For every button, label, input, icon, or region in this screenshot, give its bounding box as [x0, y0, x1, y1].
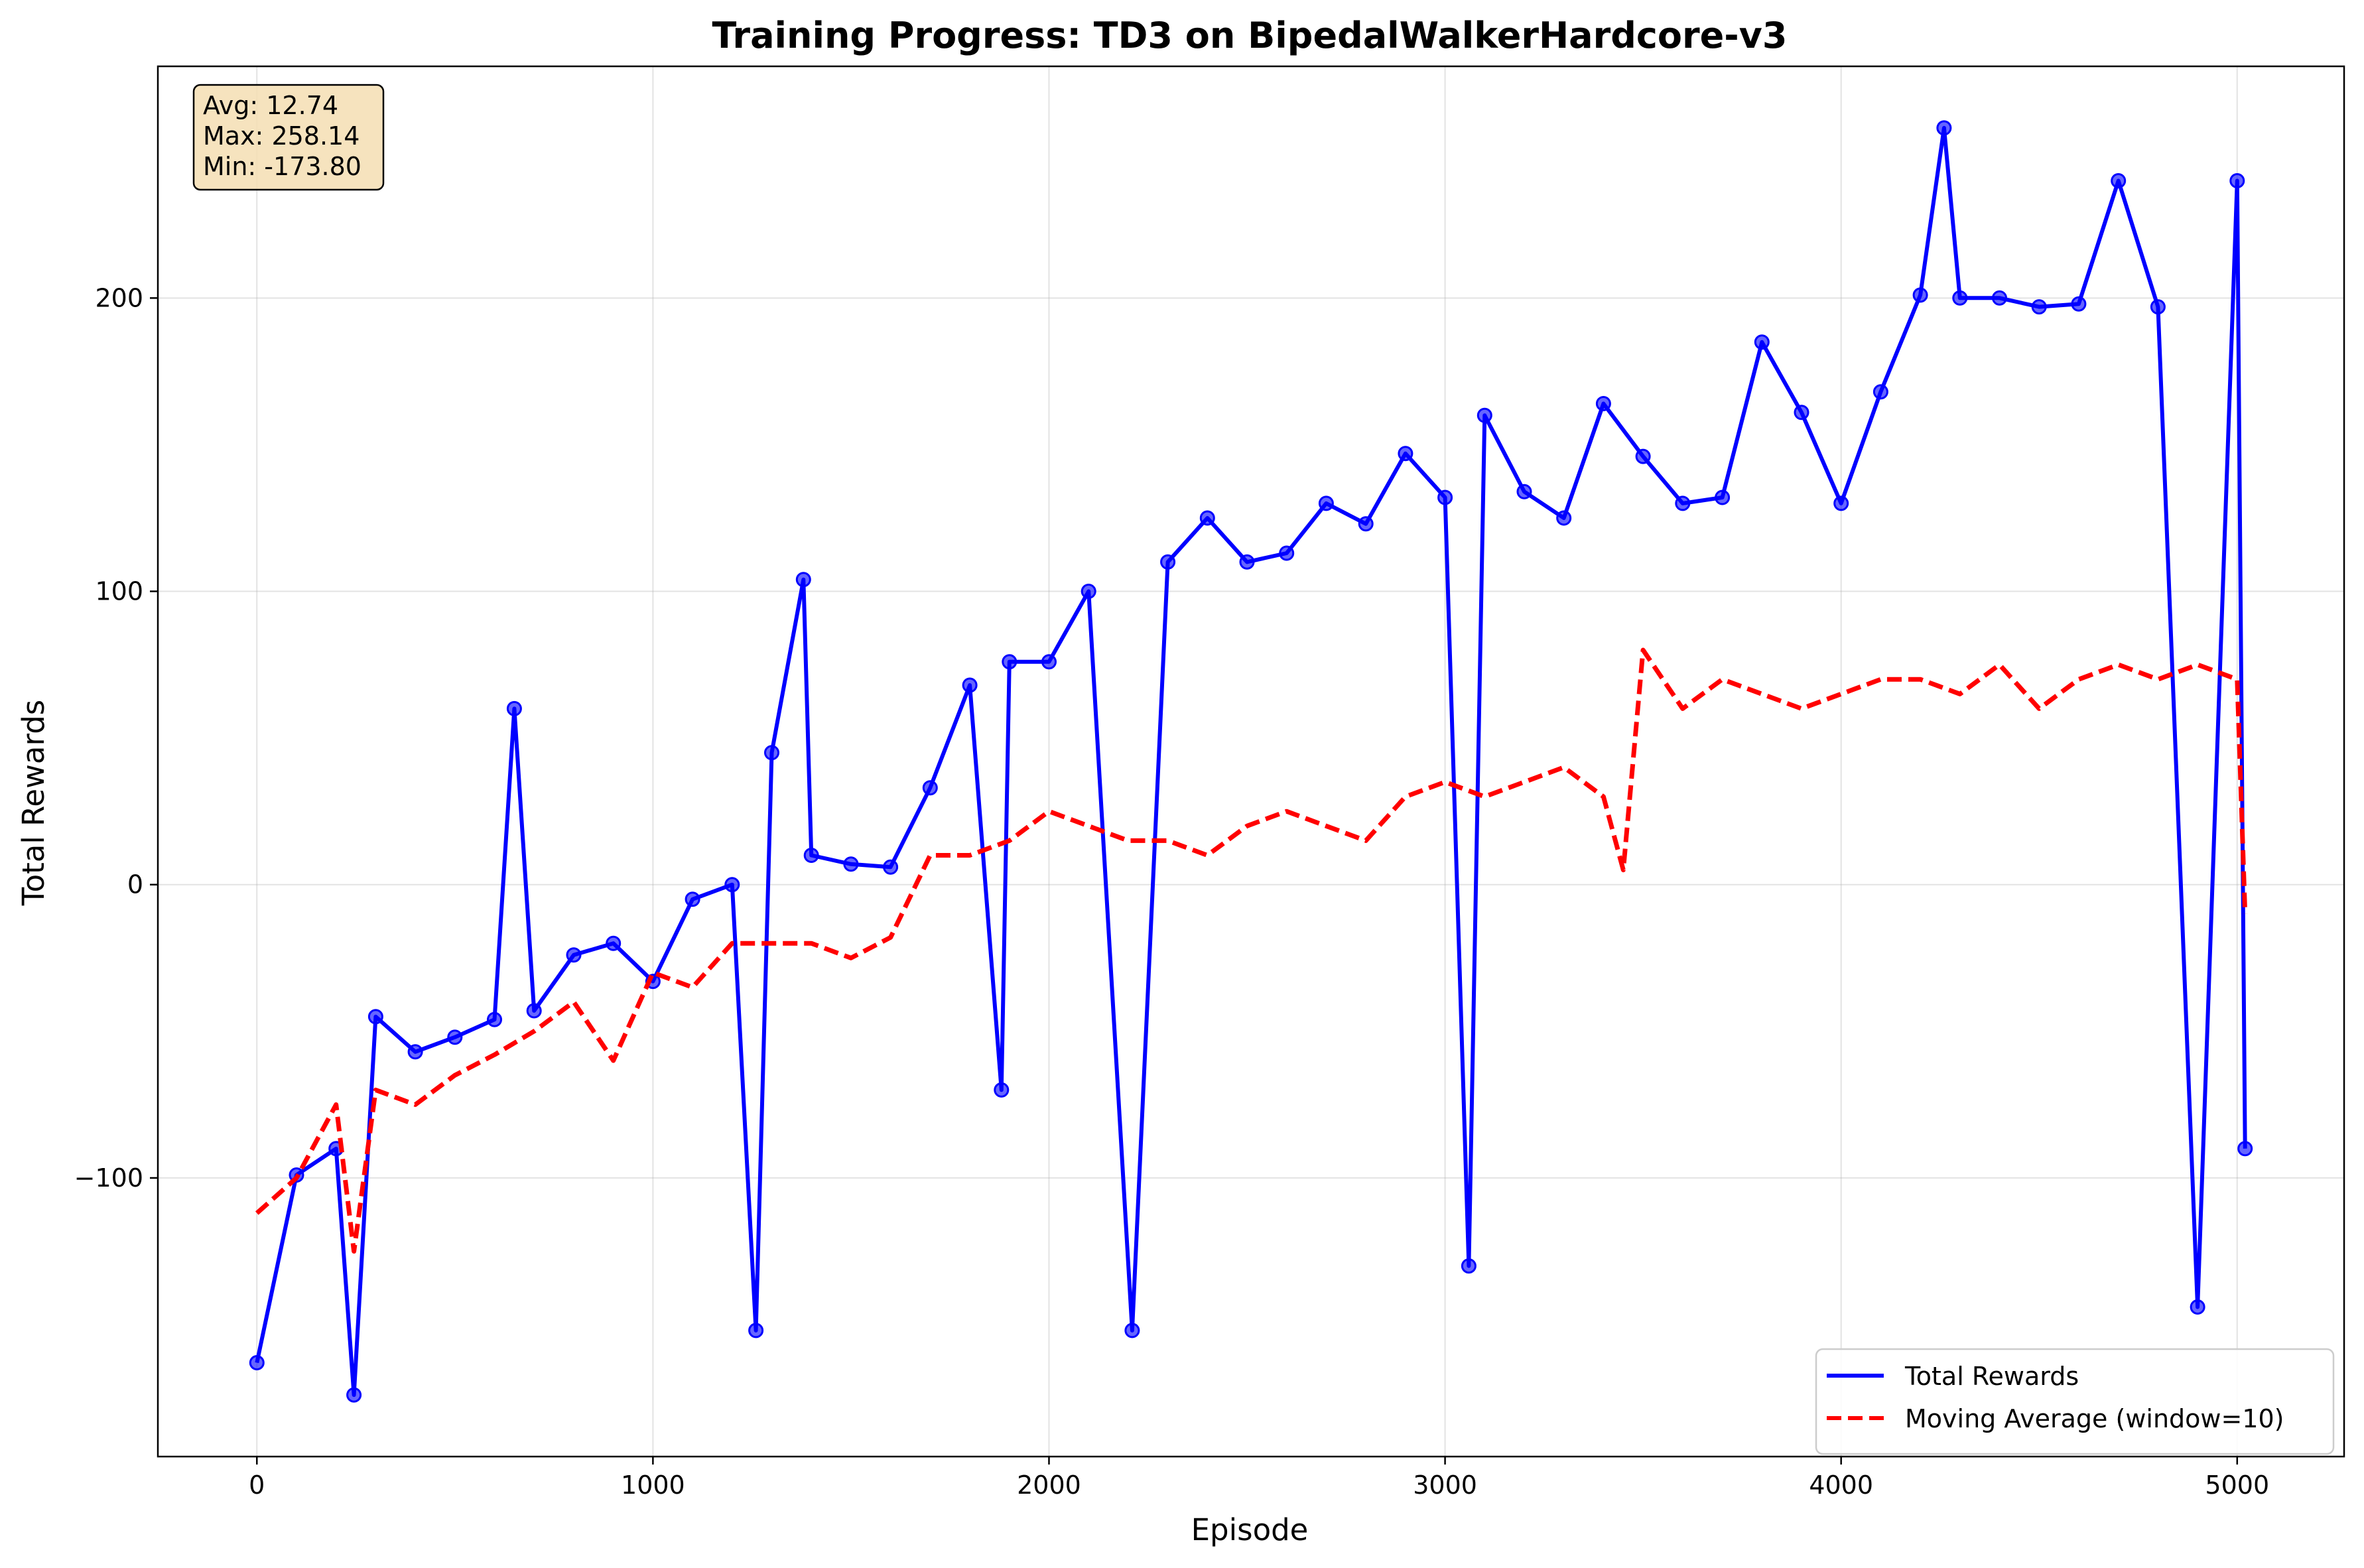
data-point [2150, 299, 2166, 315]
data-point [2190, 1299, 2205, 1315]
data-point [1912, 287, 1928, 303]
data-point [1516, 484, 1532, 499]
data-point [1936, 120, 1952, 136]
data-point [2031, 299, 2047, 315]
data-point [1124, 1323, 1140, 1339]
data-point [1437, 490, 1453, 505]
chart-title: Training Progress: TD3 on BipedalWalkerH… [712, 15, 1788, 56]
stats-max: Max: 258.14 [203, 121, 360, 151]
data-point [748, 1323, 764, 1339]
data-point [1794, 405, 1809, 421]
stats-min: Min: -173.80 [203, 152, 361, 181]
data-point [606, 935, 622, 951]
data-point [407, 1044, 423, 1060]
data-point [346, 1387, 362, 1403]
x-tick-label: 4000 [1809, 1470, 1873, 1500]
data-point [447, 1029, 463, 1045]
data-point [506, 700, 522, 716]
stats-avg: Avg: 12.74 [203, 91, 338, 120]
data-point [487, 1012, 502, 1027]
data-point [249, 1355, 265, 1370]
data-point [367, 1009, 383, 1025]
data-point [1279, 545, 1295, 561]
data-point [962, 677, 978, 693]
data-point [685, 891, 700, 907]
x-tick-label: 0 [249, 1470, 265, 1500]
data-point [1675, 495, 1691, 511]
x-axis-label: Episode [1191, 1512, 1309, 1547]
legend-label-moving-average: Moving Average (window=10) [1905, 1404, 2284, 1433]
x-tick-label: 1000 [621, 1470, 685, 1500]
data-point [724, 877, 740, 893]
data-point [1477, 407, 1492, 423]
data-point [1556, 510, 1572, 526]
data-point [1715, 490, 1731, 505]
data-point [803, 848, 819, 863]
data-point [1081, 584, 1096, 599]
y-tick-label: −100 [74, 1163, 143, 1193]
y-axis-label: Total Rewards [16, 700, 51, 906]
x-tick-label: 3000 [1413, 1470, 1477, 1500]
data-point [1358, 516, 1374, 532]
data-point [1041, 654, 1057, 670]
data-point [1002, 654, 1018, 670]
data-point [2237, 1141, 2253, 1157]
y-tick-label: 0 [127, 870, 143, 899]
data-point [1595, 396, 1611, 411]
data-point [566, 947, 582, 963]
data-point [1872, 384, 1888, 400]
x-tick-label: 2000 [1017, 1470, 1081, 1500]
data-point [2229, 173, 2245, 188]
data-point [994, 1082, 1010, 1098]
data-point [1952, 290, 1968, 306]
data-point [1199, 510, 1215, 526]
tick-layer: 0 1000 2000 3000 4000 5000 −100 0 100 200 [74, 283, 2270, 1500]
legend-frame [1815, 1348, 2335, 1455]
series-line-moving-average [255, 647, 2248, 1254]
data-point [1461, 1258, 1477, 1274]
axes-frame [157, 65, 2345, 1458]
data-point [764, 745, 779, 761]
data-point [1239, 554, 1255, 570]
data-point [1635, 448, 1651, 464]
data-point [1992, 290, 2007, 306]
data-point [1754, 334, 1770, 350]
data-point [1318, 495, 1334, 511]
data-point [2071, 296, 2087, 312]
x-tick-label: 5000 [2205, 1470, 2269, 1500]
data-point [843, 856, 859, 872]
data-point [526, 1003, 542, 1019]
data-point [1398, 446, 1413, 462]
data-point [1833, 495, 1849, 511]
y-tick-label: 200 [95, 283, 143, 312]
legend: Total Rewards Moving Average (window=10) [1815, 1348, 2335, 1455]
data-point [883, 859, 899, 875]
data-point [795, 572, 811, 588]
plot-layer [249, 120, 2253, 1403]
data-point [1160, 554, 1176, 570]
stats-box: Avg: 12.74 Max: 258.14 Min: -173.80 [192, 84, 385, 191]
data-point [2111, 173, 2127, 188]
y-tick-label: 100 [95, 577, 143, 606]
data-point [922, 780, 938, 796]
legend-label-total-rewards: Total Rewards [1904, 1362, 2079, 1391]
stats-box-background [192, 84, 385, 191]
